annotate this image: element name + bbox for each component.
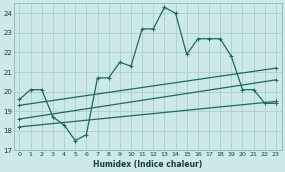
X-axis label: Humidex (Indice chaleur): Humidex (Indice chaleur) bbox=[93, 159, 202, 169]
